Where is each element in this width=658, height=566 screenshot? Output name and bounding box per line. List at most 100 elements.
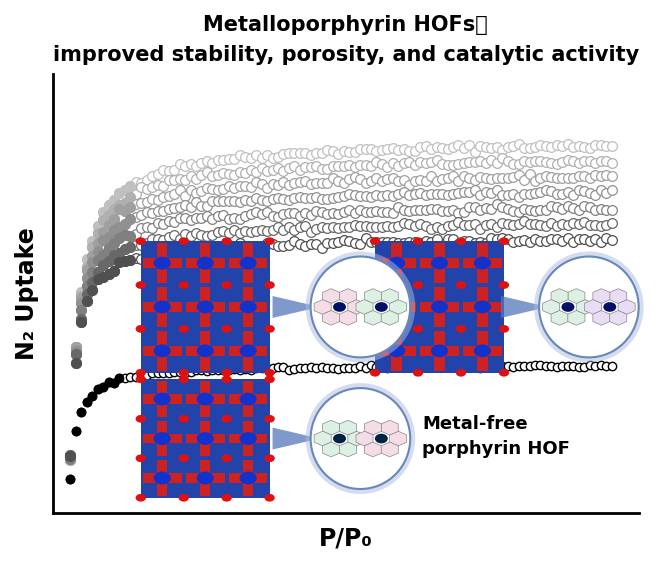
Bar [143, 473, 182, 483]
Bar [186, 346, 224, 356]
Circle shape [456, 325, 466, 333]
Bar [200, 243, 211, 283]
Bar [477, 287, 488, 327]
Circle shape [388, 301, 405, 314]
Circle shape [178, 454, 189, 462]
Bar [377, 258, 416, 268]
Circle shape [178, 494, 189, 501]
Circle shape [561, 302, 574, 312]
Circle shape [178, 325, 189, 333]
Bar [420, 302, 459, 312]
Circle shape [136, 454, 146, 462]
Bar [200, 331, 211, 371]
Bar [186, 395, 224, 404]
Circle shape [222, 281, 232, 289]
Circle shape [136, 281, 146, 289]
Circle shape [265, 494, 275, 501]
FancyBboxPatch shape [375, 241, 504, 373]
Circle shape [136, 237, 146, 245]
Circle shape [153, 393, 171, 405]
Bar [243, 331, 253, 371]
Circle shape [499, 237, 509, 245]
Circle shape [197, 301, 214, 314]
Bar [157, 331, 167, 371]
Circle shape [136, 415, 146, 423]
X-axis label: P/P₀: P/P₀ [319, 527, 372, 551]
Bar [243, 243, 253, 283]
Text: Metal-free
porphyrin HOF: Metal-free porphyrin HOF [422, 415, 570, 458]
Circle shape [370, 237, 380, 245]
Bar [463, 258, 502, 268]
Bar [392, 287, 401, 327]
Ellipse shape [311, 388, 410, 489]
Circle shape [413, 325, 423, 333]
FancyBboxPatch shape [141, 379, 270, 498]
Circle shape [388, 256, 405, 269]
Circle shape [456, 237, 466, 245]
Bar [186, 473, 224, 483]
Circle shape [456, 369, 466, 376]
Ellipse shape [306, 251, 415, 362]
Circle shape [197, 471, 214, 484]
Circle shape [222, 325, 232, 333]
Bar [377, 302, 416, 312]
Bar [463, 302, 502, 312]
Bar [420, 258, 459, 268]
Bar [243, 460, 253, 496]
Bar [186, 434, 224, 443]
Bar [229, 395, 268, 404]
Circle shape [375, 434, 388, 443]
Circle shape [413, 281, 423, 289]
Bar [229, 302, 268, 312]
Bar [157, 287, 167, 327]
Circle shape [240, 471, 257, 484]
Circle shape [603, 302, 617, 312]
Circle shape [499, 325, 509, 333]
Circle shape [178, 281, 189, 289]
Bar [157, 381, 167, 417]
Bar [420, 346, 459, 356]
Circle shape [222, 375, 232, 383]
Circle shape [136, 325, 146, 333]
Circle shape [474, 344, 491, 357]
Circle shape [431, 256, 448, 269]
Circle shape [153, 344, 171, 357]
Circle shape [388, 344, 405, 357]
Circle shape [240, 432, 257, 445]
Circle shape [431, 301, 448, 314]
Bar [243, 421, 253, 456]
Polygon shape [272, 296, 319, 318]
Ellipse shape [311, 256, 410, 357]
Circle shape [136, 494, 146, 501]
Y-axis label: N₂ Uptake: N₂ Uptake [15, 228, 39, 360]
Circle shape [265, 415, 275, 423]
Circle shape [197, 344, 214, 357]
Circle shape [265, 325, 275, 333]
Circle shape [240, 256, 257, 269]
Bar [392, 243, 401, 283]
Circle shape [370, 325, 380, 333]
Title: Metalloporphyrin HOFs：
improved stability, porosity, and catalytic activity: Metalloporphyrin HOFs： improved stabilit… [53, 15, 639, 65]
Bar [186, 302, 224, 312]
FancyBboxPatch shape [141, 241, 270, 373]
Circle shape [153, 471, 171, 484]
Circle shape [197, 432, 214, 445]
Bar [200, 421, 211, 456]
Circle shape [265, 454, 275, 462]
Bar [392, 331, 401, 371]
Circle shape [333, 302, 346, 312]
Circle shape [265, 281, 275, 289]
Circle shape [222, 494, 232, 501]
Ellipse shape [306, 383, 415, 494]
Circle shape [474, 301, 491, 314]
Circle shape [197, 256, 214, 269]
Bar [186, 258, 224, 268]
Circle shape [136, 375, 146, 383]
Circle shape [265, 375, 275, 383]
Polygon shape [501, 296, 548, 318]
Circle shape [222, 369, 232, 376]
Bar [434, 243, 445, 283]
Bar [157, 460, 167, 496]
Circle shape [265, 237, 275, 245]
Circle shape [240, 393, 257, 405]
